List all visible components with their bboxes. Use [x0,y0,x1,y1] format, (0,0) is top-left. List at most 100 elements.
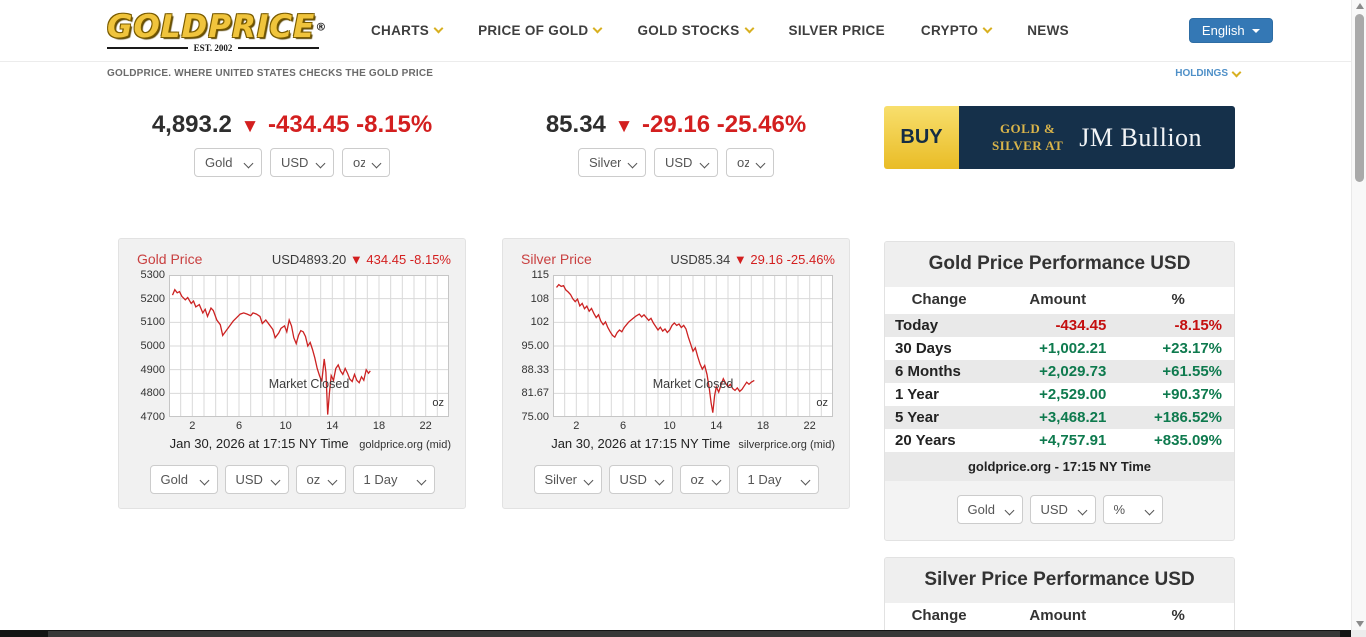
silver-chart-1day-select[interactable]: 1 Day [736,465,819,494]
table-row: 1 Year +2,529.00 +90.37% [885,383,1234,406]
silver-performance-title: Silver Price Performance USD [885,558,1234,603]
silver-quote-silver-select[interactable]: Silver [578,148,646,177]
nav-item-label: NEWS [1027,23,1069,38]
x-axis-tick: 14 [710,420,723,432]
vertical-scrollbar-thumb[interactable] [1354,14,1364,182]
language-button[interactable]: English [1188,18,1273,43]
silver-chart-quote: USD85.34 ▼ 29.16 -25.46% [670,252,835,267]
nav-item-charts[interactable]: CHARTS [371,23,444,38]
row-amount: +1,002.21 [1039,340,1107,357]
logo-rule-left [107,46,188,49]
row-percent: -8.15% [1174,317,1222,334]
gold-quote-usd-select[interactable]: USD [270,148,334,177]
horizontal-scrollbar [0,630,1351,637]
gold-chart-quote: USD4893.20 ▼ 434.45 -8.15% [271,252,451,267]
nav-item-crypto[interactable]: CRYPTO [920,23,993,38]
down-triangle-icon: ▼ [349,252,363,267]
silver-chart-x-axis: 2 6 10 14 18 22 [553,417,833,434]
gold-perf-usd-select[interactable]: USD [1029,495,1096,524]
scroll-down-arrow-icon[interactable] [1356,621,1364,627]
gold-column: 4,893.2 ▼ -434.45 -8.15% Gold USD oz Gold … [118,111,466,509]
nav-item-gold-stocks[interactable]: GOLD STOCKS [637,23,754,38]
y-axis-tick: 75.00 [521,411,549,423]
silver-chart-card: Silver Price USD85.34 ▼ 29.16 -25.46% Ma… [502,238,850,509]
holdings-link[interactable]: HOLDINGS [1175,67,1242,79]
gold-perf--select[interactable]: % [1102,495,1163,524]
nav-item-label: PRICE OF GOLD [478,23,589,38]
scrollbar-corner [1351,630,1366,637]
column-header: Amount [1029,291,1087,308]
scroll-up-arrow-icon[interactable] [1356,3,1364,9]
gold-performance-card: Gold Price Performance USD Change Amount%… [884,241,1235,541]
language-label: English [1201,23,1245,38]
y-axis-tick: 5300 [140,269,165,281]
x-axis-tick: 10 [279,420,292,432]
gold-quote-selectors: Gold USD oz [118,148,466,177]
gold-price-change: -434.45 [268,111,350,138]
logo-est-text: EST. 2002 [193,42,233,53]
gold-chart-1day-select[interactable]: 1 Day [352,465,435,494]
nav-item-label: CHARTS [371,23,430,38]
jm-bullion-ad-banner[interactable]: BUY Gold & Silver At JM Bullion [884,106,1235,169]
silver-quote-oz-select[interactable]: oz [726,148,774,177]
y-axis-tick: 4900 [140,363,165,376]
silver-chart-usd-select[interactable]: USD [608,465,673,494]
nav-item-news[interactable]: NEWS [1027,23,1069,38]
chevron-down-icon [744,23,754,34]
row-percent: +61.55% [1162,363,1222,380]
nav-item-label: CRYPTO [920,23,979,38]
gold-quote: 4,893.2 ▼ -434.45 -8.15% Gold USD oz [118,111,466,177]
y-axis-tick: 115 [531,269,549,281]
row-amount: +3,468.21 [1039,409,1107,426]
silver-chart-plot[interactable]: Market Closed oz 115 108 102 95.00 88.33 81.6… [521,269,833,423]
row-amount: -434.45 [1055,317,1107,334]
x-axis-tick: 6 [619,420,627,432]
y-axis-tick: 108 [530,292,549,305]
row-percent: +186.52% [1154,409,1222,426]
silver-chart-title: Silver Price [521,251,592,267]
row-percent: +835.09% [1154,432,1222,449]
row-amount: +2,529.00 [1039,386,1107,403]
row-label: Today [895,317,939,334]
row-label: 30 Days [895,340,952,357]
table-row: Today -434.45 -8.15% [885,314,1234,337]
gold-price-value: 4,893.2 [151,111,232,138]
gold-chart-title: Gold Price [137,251,203,267]
gold-quote-gold-select[interactable]: Gold [194,148,262,177]
logo-rule-right [238,46,319,49]
down-triangle-icon: ▼ [733,252,747,267]
nav-item-price-of-gold[interactable]: PRICE OF GOLD [478,23,603,38]
gold-performance-title: Gold Price Performance USD [885,242,1234,287]
gold-quote-oz-select[interactable]: oz [342,148,390,177]
caret-down-icon [1251,28,1260,33]
x-axis-tick: 14 [326,420,339,432]
down-triangle-icon: ▼ [240,116,260,137]
silver-chart-silver-select[interactable]: Silver [533,465,602,494]
horizontal-scrollbar-thumb[interactable] [48,630,1340,637]
silver-column: 85.34 ▼ -29.16 -25.46% Silver USD oz Silve… [502,111,850,509]
gold-perf-gold-select[interactable]: Gold [956,495,1023,524]
silver-quote-usd-select[interactable]: USD [654,148,718,177]
silver-chart-oz-select[interactable]: oz [679,465,730,494]
nav-item-label: SILVER PRICE [788,23,885,38]
gold-market-closed-label: Market Closed [268,377,350,391]
gold-chart-oz-select[interactable]: oz [295,465,346,494]
y-axis-tick: 95.00 [521,340,549,352]
row-amount: +2,029.73 [1039,363,1107,380]
gold-price-change-pct: -8.15% [356,111,433,138]
gold-chart-usd-select[interactable]: USD [224,465,289,494]
chevron-down-icon [593,23,603,34]
ad-buy-label: BUY [884,106,959,169]
gold-chart-gold-select[interactable]: Gold [149,465,218,494]
nav-item-silver-price[interactable]: SILVER PRICE [789,23,885,38]
down-triangle-icon: ▼ [614,116,634,137]
silver-performance-card: Silver Price Performance USD Change Amoun… [884,557,1235,637]
goldprice-logo[interactable]: GOLDPRICE® EST. 2002 [107,9,326,53]
x-axis-tick: 22 [419,420,432,432]
gold-chart-plot[interactable]: Market Closed oz 5300 5200 5100 5000 4900 480… [141,269,449,423]
y-axis-tick: 5200 [140,292,165,305]
row-label: 20 Years [895,432,956,449]
x-axis-tick: 6 [235,420,243,432]
row-percent: +23.17% [1162,340,1222,357]
chevron-down-icon [433,23,444,34]
